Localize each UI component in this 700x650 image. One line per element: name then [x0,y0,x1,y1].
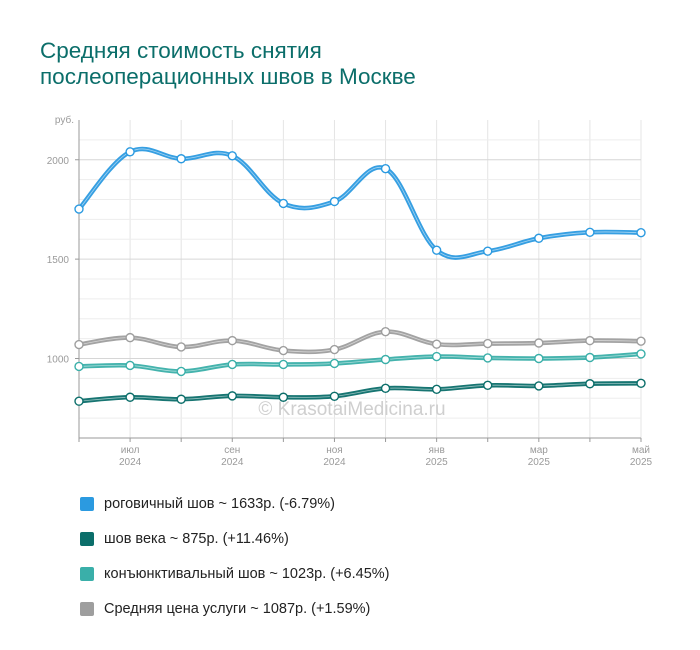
data-point [227,151,237,161]
watermark: © KrasotaiMedicina.ru [258,399,445,420]
data-point [74,204,84,214]
data-point [227,335,237,346]
data-point [534,381,544,391]
data-point [380,326,391,337]
data-point [278,392,289,402]
y-tick-label: 2000 [47,156,70,167]
data-point [380,383,391,394]
y-tick-label: 1500 [47,255,70,266]
data-point [483,380,493,391]
data-point [176,366,186,377]
data-point [380,163,391,174]
data-point [534,233,544,243]
data-point [278,198,289,209]
x-tick-label-month: мар [530,445,548,456]
legend-label: роговичный шов ~ 1633р. (-6.79%) [104,495,335,512]
series-3 [74,146,646,260]
x-tick-label-month: июл [121,445,140,456]
series-line [76,351,644,374]
data-point [125,392,135,402]
data-point [74,396,84,406]
data-point [636,227,646,238]
data-point [431,339,442,349]
data-point [585,227,595,237]
data-point [176,154,186,164]
x-tick-label-year: 2024 [221,457,244,468]
data-point [431,245,442,255]
series-0 [74,326,646,356]
y-tick-label: 1000 [47,355,70,366]
x-tick-label-month: янв [429,445,445,456]
data-point [278,359,289,370]
data-point [585,379,595,389]
data-point [329,344,340,355]
data-point [329,196,340,207]
chart-title-line-2: послеоперационных швов в Москве [40,64,416,89]
line-chart: руб.100015002000июл2024сен2024ноя2024янв… [47,114,653,468]
legend-swatch [80,566,94,581]
legend-swatch [80,531,94,546]
series [74,146,646,406]
data-point [585,335,595,346]
axes: руб.100015002000июл2024сен2024ноя2024янв… [47,114,653,468]
data-point [74,339,84,350]
series-1 [74,349,646,377]
data-point [636,336,646,346]
x-tick-label-year: 2025 [528,457,551,468]
x-tick-label-year: 2024 [323,457,346,468]
series-2 [74,378,646,406]
data-point [636,349,646,359]
data-point [380,354,391,365]
y-axis-unit-label: руб. [55,114,74,126]
x-tick-label-month: сен [224,445,240,456]
legend-label: шов века ~ 875р. (+11.46%) [104,530,289,547]
series-line [76,329,644,355]
data-point [176,394,186,404]
data-point [278,345,289,356]
x-tick-label-year: 2025 [426,457,449,468]
legend-swatch [80,496,94,511]
data-point [431,384,442,395]
x-tick-label-month: май [632,445,650,456]
x-tick-label-year: 2024 [119,457,142,468]
chart-title-line-1: Средняя стоимость снятия [40,38,322,63]
legend-item[interactable]: конъюнктивальный шов ~ 1023р. (+6.45%) [80,556,390,591]
legend-item[interactable]: шов века ~ 875р. (+11.46%) [80,521,390,556]
x-tick-label-month: ноя [326,445,343,456]
legend-item[interactable]: роговичный шов ~ 1633р. (-6.79%) [80,486,390,521]
data-point [534,353,544,364]
data-point [176,342,186,352]
data-point [483,338,493,349]
data-point [74,361,84,372]
data-point [329,358,340,369]
data-point [227,359,237,370]
legend-label: Средняя цена услуги ~ 1087р. (+1.59%) [104,600,371,617]
x-tick-label-year: 2025 [630,457,653,468]
chart-title: Средняя стоимость снятия послеоперационн… [40,38,660,90]
data-point [483,246,493,256]
data-point [431,351,442,362]
series-line [76,146,644,260]
data-point [534,338,544,348]
series-line-highlight [78,148,642,258]
data-point [329,391,340,401]
legend-label: конъюнктивальный шов ~ 1023р. (+6.45%) [104,565,390,582]
legend: роговичный шов ~ 1633р. (-6.79%) шов века… [80,486,390,626]
data-point [125,332,135,343]
legend-swatch [80,601,94,616]
data-point [483,353,493,363]
data-point [227,391,237,401]
data-point [125,360,135,371]
data-point [125,147,135,157]
data-point [585,352,595,363]
data-point [636,378,646,389]
legend-item[interactable]: Средняя цена услуги ~ 1087р. (+1.59%) [80,591,390,626]
